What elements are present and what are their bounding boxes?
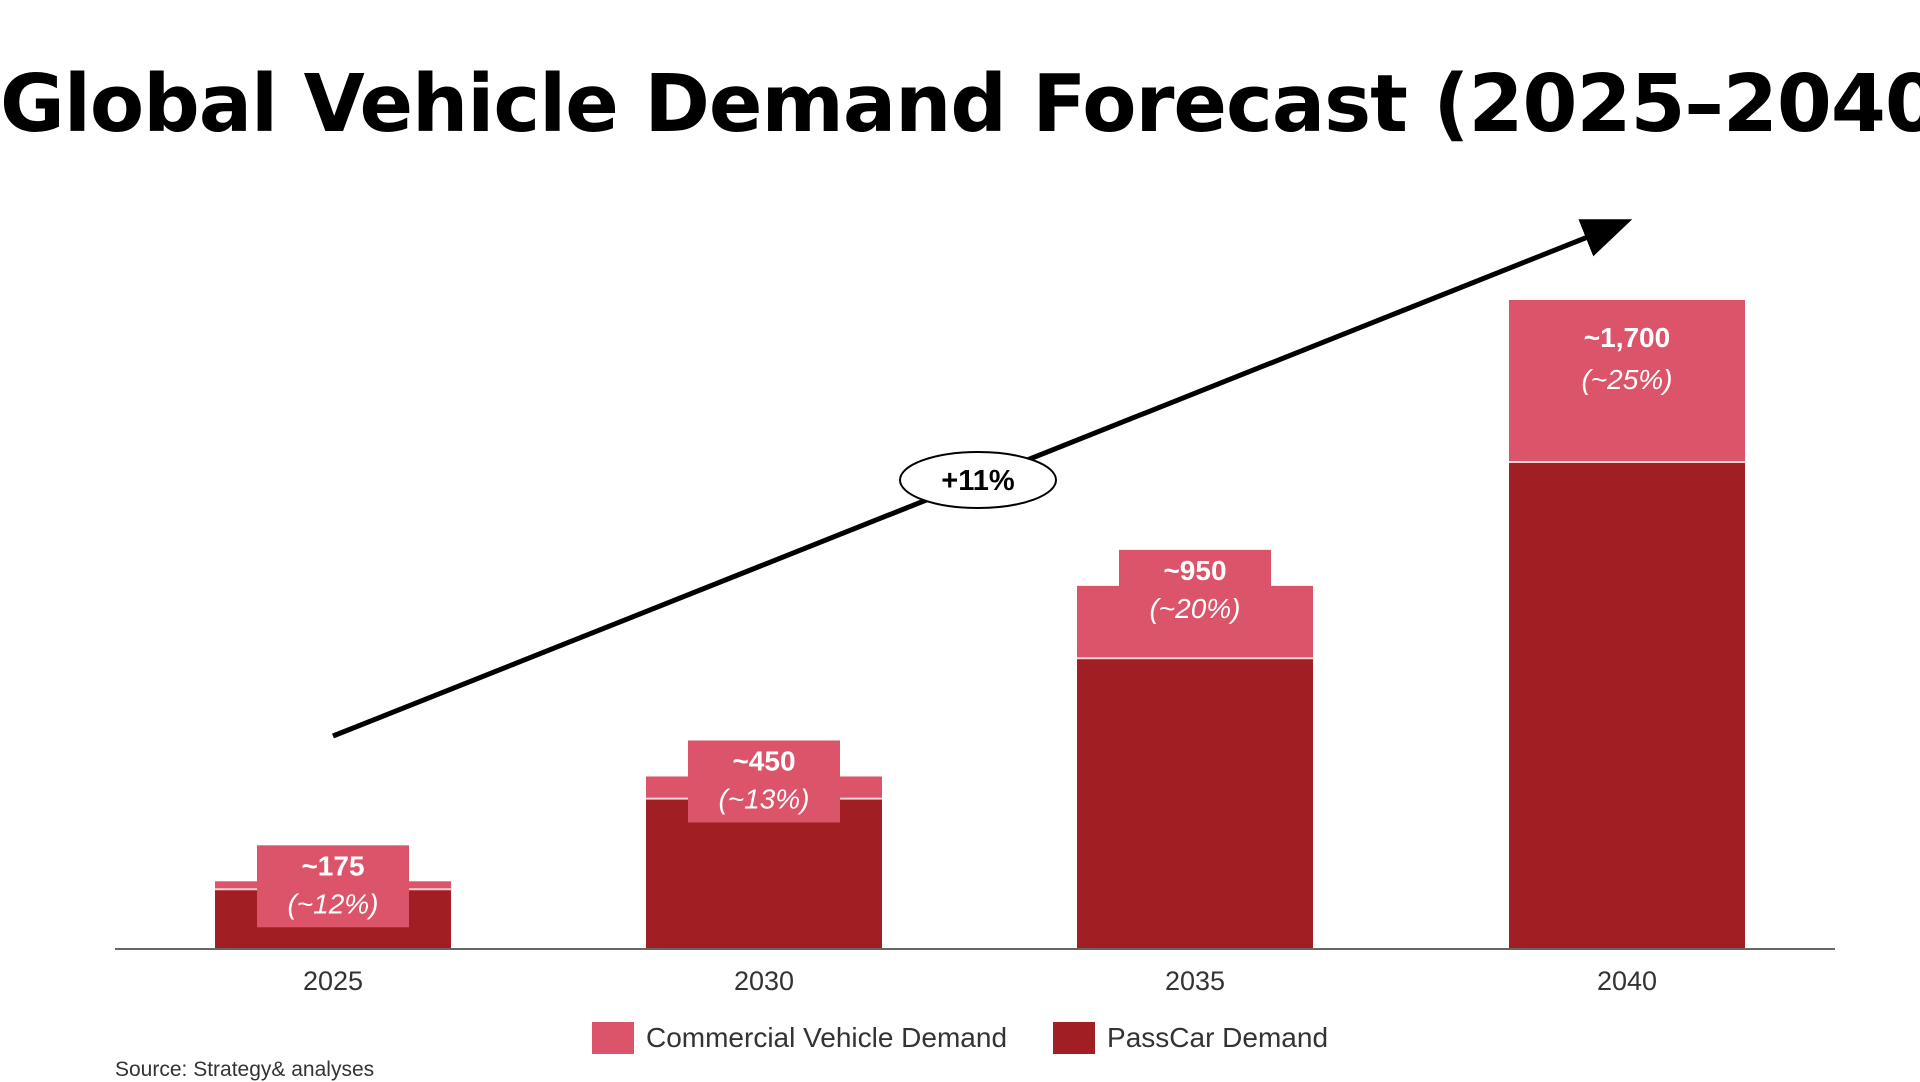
source-note: Source: Strategy& analyses (115, 1058, 375, 1081)
x-tick-label-2030: 2030 (734, 966, 794, 996)
share-label-2040: (~25%) (1581, 364, 1672, 395)
chart-title: Global Vehicle Demand Forecast (2025–204… (0, 58, 1920, 150)
legend: Commercial Vehicle Demand PassCar Demand (0, 1022, 1920, 1054)
bar-commercial-2040 (1509, 300, 1745, 462)
share-label-2025: (~12%) (287, 888, 378, 919)
x-tick-label-2040: 2040 (1597, 966, 1657, 996)
value-label-2040: ~1,700 (1584, 322, 1670, 353)
bar-passcar-2035 (1077, 658, 1313, 948)
bar-passcar-2040 (1509, 462, 1745, 948)
value-callout-2025 (257, 845, 409, 928)
legend-label-passcar: PassCar Demand (1107, 1022, 1329, 1053)
legend-swatch-commercial (591, 1022, 634, 1054)
legend-item-commercial: Commercial Vehicle Demand (591, 1022, 1008, 1054)
labels-layer: ~175 (~12%) 2025 ~450 (~13%) 2030 ~950 (~20%) 20… (257, 322, 1673, 996)
value-label-2035: ~950 (1163, 555, 1226, 586)
value-callout-2035 (1119, 549, 1271, 632)
value-label-2030: ~450 (732, 745, 795, 776)
cagr-label: +11% (941, 465, 1015, 497)
share-label-2035: (~20%) (1149, 593, 1240, 624)
value-label-2025: ~175 (301, 850, 364, 881)
x-tick-label-2025: 2025 (303, 966, 363, 996)
cagr-bubble (899, 451, 1057, 509)
legend-label-commercial: Commercial Vehicle Demand (645, 1022, 1008, 1053)
value-callout-2030 (688, 740, 840, 823)
bars-layer (215, 300, 1745, 948)
share-label-2030: (~13%) (718, 783, 809, 814)
bar-passcar-2030 (646, 798, 882, 948)
x-tick-label-2035: 2035 (1165, 966, 1225, 996)
trend-layer: +11% (332, 219, 1633, 739)
legend-swatch-passcar (1053, 1022, 1096, 1054)
legend-item-passcar: PassCar Demand (1053, 1022, 1328, 1054)
